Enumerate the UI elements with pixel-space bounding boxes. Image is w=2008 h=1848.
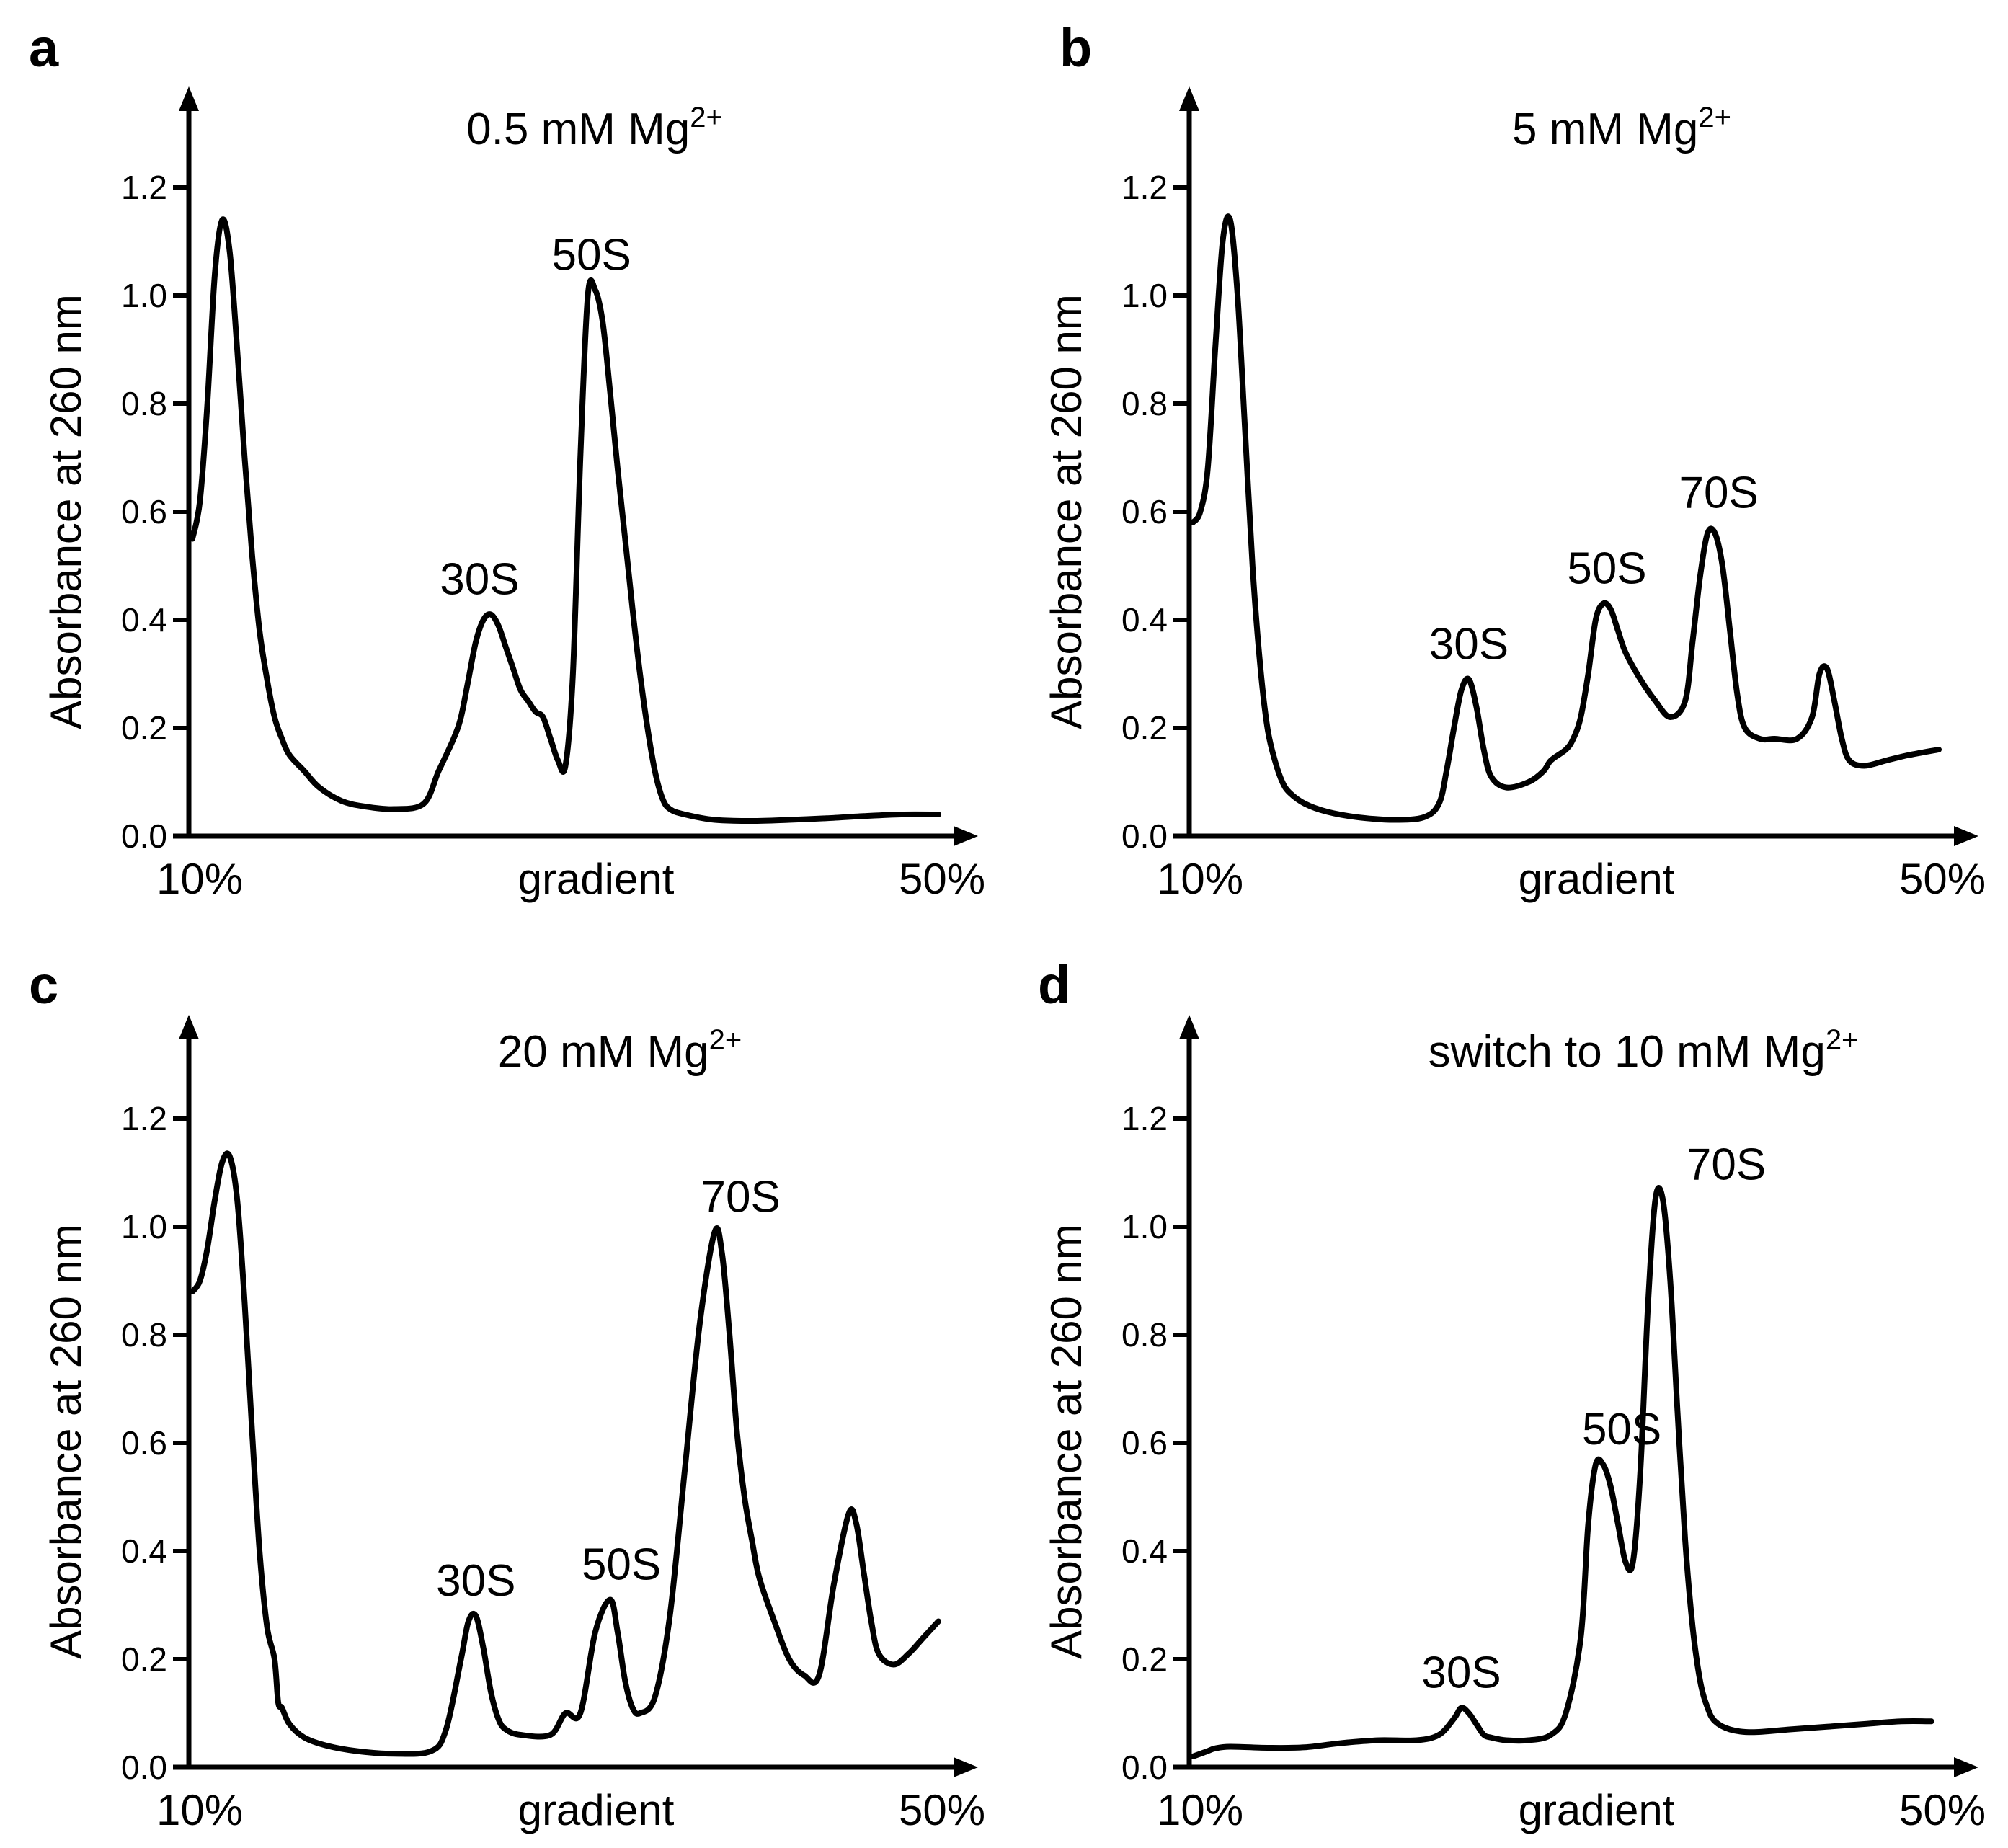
y-tick-label: 0.8 bbox=[121, 385, 167, 422]
y-axis-arrow bbox=[1179, 86, 1199, 111]
y-axis-label: Absorbance at 260 nm bbox=[1042, 294, 1090, 729]
y-tick-label: 1.2 bbox=[1121, 169, 1168, 206]
peak-label-50S: 50S bbox=[552, 231, 631, 280]
peak-label-50S: 50S bbox=[1567, 544, 1646, 594]
x-axis-label: gradient bbox=[518, 1786, 675, 1834]
y-tick-label: 0.2 bbox=[121, 1640, 167, 1678]
chart-title-superscript: 2+ bbox=[690, 102, 723, 133]
x-start-label: 10% bbox=[1157, 1786, 1243, 1834]
y-tick-label: 1.2 bbox=[1121, 1100, 1168, 1137]
chart-title-superscript: 2+ bbox=[1698, 102, 1731, 133]
chart-title: 20 mM Mg2+ bbox=[498, 1024, 742, 1077]
x-start-label: 10% bbox=[156, 1786, 243, 1834]
y-tick-label: 0.0 bbox=[1121, 1749, 1168, 1786]
chart-title: 5 mM Mg2+ bbox=[1512, 102, 1731, 154]
y-tick-label: 0.8 bbox=[1121, 385, 1168, 422]
peak-label-30S: 30S bbox=[440, 555, 519, 605]
y-tick-label: 0.4 bbox=[1121, 601, 1168, 639]
x-end-label: 50% bbox=[899, 855, 985, 903]
x-axis-label: gradient bbox=[1519, 855, 1675, 903]
y-tick-label: 0.2 bbox=[1121, 1640, 1168, 1678]
chart-title-text: 0.5 mM Mg bbox=[466, 105, 690, 154]
y-tick-label: 0.4 bbox=[121, 601, 167, 639]
y-tick-label: 0.0 bbox=[1121, 817, 1168, 855]
y-tick-label: 1.0 bbox=[1121, 277, 1168, 314]
x-axis-arrow bbox=[1954, 1757, 1978, 1777]
x-axis-arrow bbox=[954, 1757, 978, 1777]
panel-d: d switch to 10 mM Mg2+ 0.0 0.2 0.4 0.6 0.8 1.0 1… bbox=[1038, 955, 1986, 1834]
chart-title: 0.5 mM Mg2+ bbox=[466, 102, 723, 154]
chart-title: switch to 10 mM Mg2+ bbox=[1429, 1024, 1859, 1077]
series-line-profile bbox=[1190, 1185, 1934, 1759]
y-axis-arrow bbox=[1179, 1015, 1199, 1039]
chart-title-superscript: 2+ bbox=[1826, 1024, 1859, 1056]
series-line-profile bbox=[190, 216, 941, 824]
peak-label-70S: 70S bbox=[701, 1173, 781, 1222]
y-tick-label: 0.6 bbox=[1121, 1424, 1168, 1462]
series-line-profile bbox=[190, 1150, 941, 1757]
y-axis-label: Absorbance at 260 nm bbox=[1042, 1224, 1090, 1659]
series-line-profile bbox=[1190, 213, 1942, 823]
peak-label-30S: 30S bbox=[1429, 620, 1509, 670]
panel-letter: d bbox=[1038, 955, 1070, 1015]
peak-label-30S: 30S bbox=[436, 1556, 515, 1606]
y-tick-label: 0.8 bbox=[121, 1316, 167, 1354]
y-axis-arrow bbox=[179, 86, 199, 111]
y-axis-label: Absorbance at 260 nm bbox=[42, 1224, 90, 1659]
y-tick-label: 0.0 bbox=[121, 817, 167, 855]
y-tick-label: 1.0 bbox=[121, 277, 167, 314]
x-axis-arrow bbox=[1954, 826, 1978, 846]
chart-title-text: 20 mM Mg bbox=[498, 1027, 709, 1077]
y-tick-label: 1.0 bbox=[1121, 1208, 1168, 1245]
peak-label-50S: 50S bbox=[1582, 1405, 1661, 1454]
panel-letter: c bbox=[29, 955, 58, 1015]
y-tick-label: 0.2 bbox=[1121, 709, 1168, 747]
x-axis-label: gradient bbox=[518, 855, 675, 903]
x-end-label: 50% bbox=[1899, 855, 1986, 903]
peak-label-30S: 30S bbox=[1421, 1648, 1501, 1698]
chart-title-text: switch to 10 mM Mg bbox=[1429, 1027, 1826, 1077]
x-start-label: 10% bbox=[1157, 855, 1243, 903]
y-tick-label: 1.2 bbox=[121, 169, 167, 206]
y-tick-label: 0.8 bbox=[1121, 1316, 1168, 1354]
chart-title-superscript: 2+ bbox=[709, 1024, 742, 1056]
panel-a: a 0.5 mM Mg2+ 0.0 0.2 0.4 0.6 0.8 1.0 1.2 Absorba… bbox=[29, 18, 985, 903]
peak-label-70S: 70S bbox=[1679, 468, 1759, 518]
y-tick-label: 0.6 bbox=[1121, 493, 1168, 530]
peak-label-70S: 70S bbox=[1687, 1140, 1766, 1190]
x-end-label: 50% bbox=[1899, 1786, 1986, 1834]
y-axis-label: Absorbance at 260 nm bbox=[42, 294, 90, 729]
y-tick-label: 1.2 bbox=[121, 1100, 167, 1137]
panel-letter: b bbox=[1059, 18, 1092, 78]
panel-letter: a bbox=[29, 18, 59, 78]
x-start-label: 10% bbox=[156, 855, 243, 903]
y-tick-label: 0.6 bbox=[121, 493, 167, 530]
y-tick-label: 0.4 bbox=[121, 1532, 167, 1570]
panel-c: c 20 mM Mg2+ 0.0 0.2 0.4 0.6 0.8 1.0 1.2 Absorban… bbox=[29, 955, 985, 1834]
x-axis-arrow bbox=[954, 826, 978, 846]
y-tick-label: 0.6 bbox=[121, 1424, 167, 1462]
y-axis-arrow bbox=[179, 1015, 199, 1039]
y-tick-label: 0.2 bbox=[121, 709, 167, 747]
x-axis-label: gradient bbox=[1519, 1786, 1675, 1834]
chart-title-text: 5 mM Mg bbox=[1512, 105, 1698, 154]
y-tick-label: 0.4 bbox=[1121, 1532, 1168, 1570]
x-end-label: 50% bbox=[899, 1786, 985, 1834]
y-tick-label: 1.0 bbox=[121, 1208, 167, 1245]
y-tick-label: 0.0 bbox=[121, 1749, 167, 1786]
panel-b: b 5 mM Mg2+ 0.0 0.2 0.4 0.6 0.8 1.0 1.2 Absorbanc… bbox=[1042, 18, 1986, 903]
peak-label-50S: 50S bbox=[582, 1540, 661, 1590]
